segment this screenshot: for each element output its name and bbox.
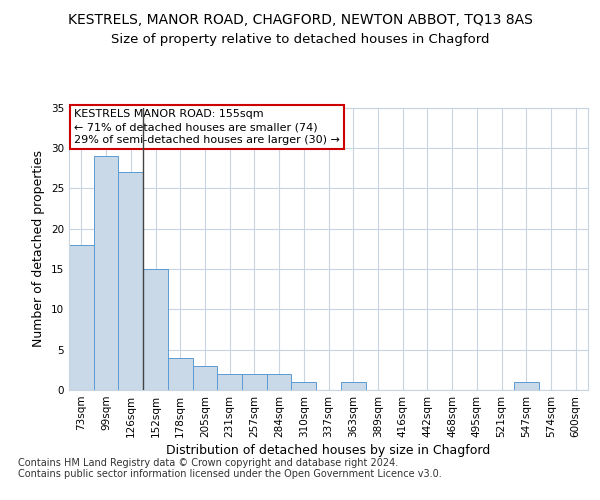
Bar [217, 374, 242, 390]
Bar [168, 358, 193, 390]
Text: KESTRELS, MANOR ROAD, CHAGFORD, NEWTON ABBOT, TQ13 8AS: KESTRELS, MANOR ROAD, CHAGFORD, NEWTON A… [68, 12, 532, 26]
Bar [292, 382, 316, 390]
Bar [341, 382, 365, 390]
Text: KESTRELS MANOR ROAD: 155sqm
← 71% of detached houses are smaller (74)
29% of sem: KESTRELS MANOR ROAD: 155sqm ← 71% of det… [74, 109, 340, 146]
Bar [193, 366, 217, 390]
Bar [143, 269, 168, 390]
Text: Size of property relative to detached houses in Chagford: Size of property relative to detached ho… [111, 32, 489, 46]
Bar [242, 374, 267, 390]
Bar [94, 156, 118, 390]
Y-axis label: Number of detached properties: Number of detached properties [32, 150, 46, 348]
X-axis label: Distribution of detached houses by size in Chagford: Distribution of detached houses by size … [166, 444, 491, 457]
Bar [69, 244, 94, 390]
Bar [118, 172, 143, 390]
Bar [267, 374, 292, 390]
Bar [514, 382, 539, 390]
Text: Contains HM Land Registry data © Crown copyright and database right 2024.
Contai: Contains HM Land Registry data © Crown c… [18, 458, 442, 479]
